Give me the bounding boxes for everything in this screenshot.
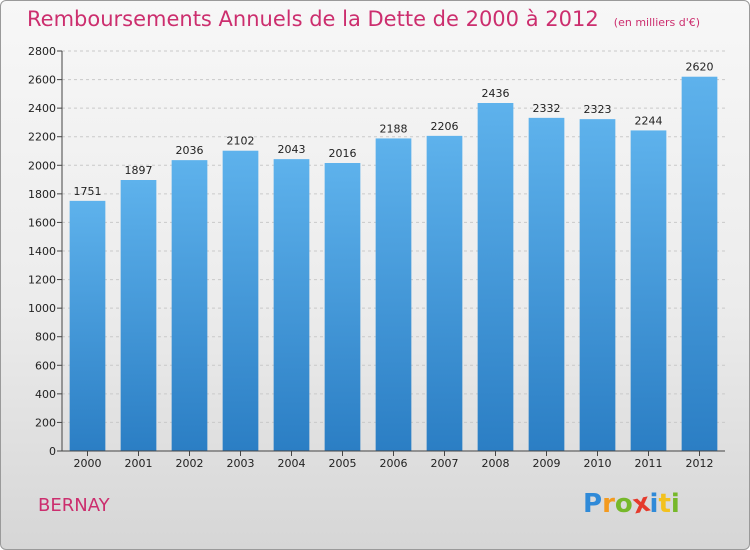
y-tick-label: 2200 bbox=[28, 131, 56, 144]
bar-value-label: 2436 bbox=[482, 87, 510, 100]
y-tick-label: 2400 bbox=[28, 102, 56, 115]
y-tick-label: 1000 bbox=[28, 302, 56, 315]
bar-value-label: 2102 bbox=[227, 135, 255, 148]
proxiti-logo: Proxiti bbox=[583, 488, 680, 521]
y-tick-label: 2800 bbox=[28, 45, 56, 58]
bar bbox=[273, 159, 310, 451]
y-axis: 0 200 400 600 800 1000 1200 1400 1600 1800 2000 220… bbox=[28, 45, 63, 458]
y-tick-label: 1200 bbox=[28, 274, 56, 287]
x-tick-label: 2010 bbox=[584, 457, 612, 470]
chart-title: Remboursements Annuels de la Dette de 20… bbox=[27, 7, 599, 31]
x-tick-label: 2002 bbox=[176, 457, 204, 470]
x-tick-label: 2001 bbox=[125, 457, 153, 470]
bar bbox=[426, 135, 463, 451]
bar-value-label: 1751 bbox=[74, 185, 102, 198]
y-tick-label: 1400 bbox=[28, 245, 56, 258]
logo-letter: i bbox=[670, 489, 680, 519]
logo-letter: r bbox=[602, 489, 615, 519]
y-tick-label: 2600 bbox=[28, 74, 56, 87]
chart-unit: (en milliers d'€) bbox=[613, 16, 701, 29]
y-tick-label: 800 bbox=[35, 331, 56, 344]
x-tick-label: 2012 bbox=[686, 457, 714, 470]
x-axis: 2000 2001 2002 2003 2004 2005 2006 2007 2008 2009… bbox=[62, 450, 725, 470]
place-name: BERNAY bbox=[38, 495, 110, 516]
y-tick-label: 0 bbox=[49, 445, 56, 458]
x-tick-label: 2000 bbox=[74, 457, 102, 470]
bar bbox=[528, 117, 565, 451]
x-tick-label: 2006 bbox=[380, 457, 408, 470]
x-tick-label: 2011 bbox=[635, 457, 663, 470]
x-tick-label: 2009 bbox=[533, 457, 561, 470]
bar bbox=[630, 130, 667, 451]
bar bbox=[324, 163, 361, 451]
bar bbox=[171, 160, 208, 451]
bar-value-label: 2016 bbox=[329, 147, 357, 160]
logo-letter: t bbox=[658, 489, 671, 519]
x-tick-label: 2007 bbox=[431, 457, 459, 470]
bar bbox=[681, 76, 718, 451]
bar-value-label: 2323 bbox=[584, 103, 612, 116]
x-tick-label: 2004 bbox=[278, 457, 306, 470]
bar-value-label: 2244 bbox=[635, 114, 663, 127]
bar bbox=[120, 180, 157, 451]
y-tick-label: 400 bbox=[35, 388, 56, 401]
bar-value-label: 2188 bbox=[380, 122, 408, 135]
bar bbox=[69, 200, 106, 451]
title-block: Remboursements Annuels de la Dette de 20… bbox=[27, 7, 700, 31]
y-tick-label: 1800 bbox=[28, 188, 56, 201]
y-tick-label: 2000 bbox=[28, 159, 56, 172]
bar-value-label: 2332 bbox=[533, 102, 561, 115]
bar bbox=[579, 119, 616, 452]
bar-value-label: 2043 bbox=[278, 143, 306, 156]
bar bbox=[375, 138, 412, 451]
x-tick-label: 2005 bbox=[329, 457, 357, 470]
bars: 1751 1897 2036 2102 2043 2016 2188 2206 2436 2332… bbox=[69, 61, 718, 452]
x-tick-label: 2008 bbox=[482, 457, 510, 470]
x-tick-label: 2003 bbox=[227, 457, 255, 470]
bar-value-label: 2206 bbox=[431, 120, 459, 133]
bar-value-label: 2036 bbox=[176, 144, 204, 157]
logo-letter: P bbox=[583, 489, 603, 519]
y-tick-label: 600 bbox=[35, 359, 56, 372]
logo-letter: i bbox=[649, 489, 659, 519]
bar-value-label: 2620 bbox=[686, 61, 714, 74]
y-tick-label: 200 bbox=[35, 416, 56, 429]
bar bbox=[222, 150, 259, 451]
logo-letter: o bbox=[614, 489, 633, 519]
y-tick-label: 1600 bbox=[28, 216, 56, 229]
bar bbox=[477, 103, 514, 451]
bar-value-label: 1897 bbox=[125, 164, 153, 177]
